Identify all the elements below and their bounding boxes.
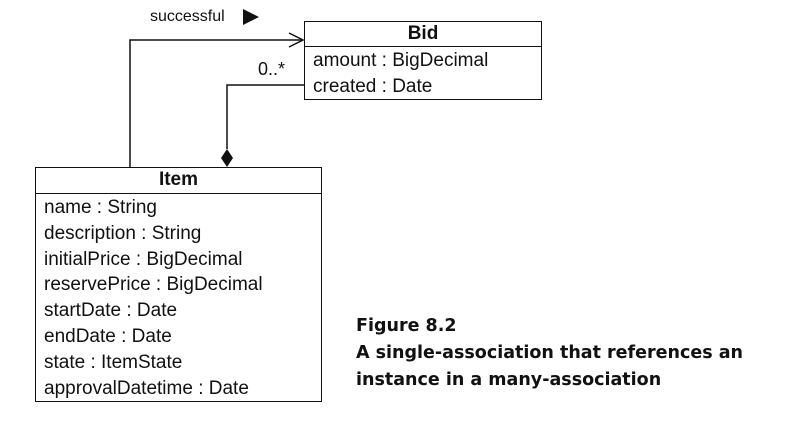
item-class-box: Item name : String description : String … — [35, 167, 322, 402]
item-attribute: initialPrice : BigDecimal — [44, 248, 243, 270]
figure-caption: Figure 8.2 A single-association that ref… — [356, 313, 743, 394]
bid-attributes: amount : BigDecimal created : Date — [305, 47, 541, 100]
composition-line — [226, 84, 304, 149]
bid-attribute: created : Date — [313, 76, 433, 97]
figure-number: Figure 8.2 — [356, 316, 457, 336]
item-attribute: name : String — [44, 197, 157, 218]
item-attribute: reservePrice : BigDecimal — [44, 274, 263, 296]
item-attribute: description : String — [44, 222, 202, 244]
open-arrowhead — [288, 32, 305, 48]
direction-triangle-icon — [243, 9, 259, 25]
item-attribute: startDate : Date — [44, 300, 178, 322]
item-attribute: approvalDatetime : Date — [44, 377, 249, 399]
association-label: successful — [150, 8, 225, 25]
item-attribute: endDate : Date — [44, 325, 172, 347]
bid-class-name: Bid — [305, 22, 541, 47]
item-attribute: state : ItemState — [44, 351, 183, 373]
bid-class-box: Bid amount : BigDecimal created : Date — [304, 21, 542, 100]
bid-attribute: amount : BigDecimal — [313, 50, 489, 71]
item-attributes: name : String description : String initi… — [36, 194, 321, 401]
item-class-name: Item — [36, 168, 321, 194]
successful-association-line — [129, 39, 303, 167]
composition-diamond-icon — [221, 149, 233, 167]
multiplicity-label: 0..* — [258, 59, 286, 79]
caption-line: instance in a many-association — [356, 370, 662, 390]
caption-line: A single-association that references an — [356, 343, 743, 363]
